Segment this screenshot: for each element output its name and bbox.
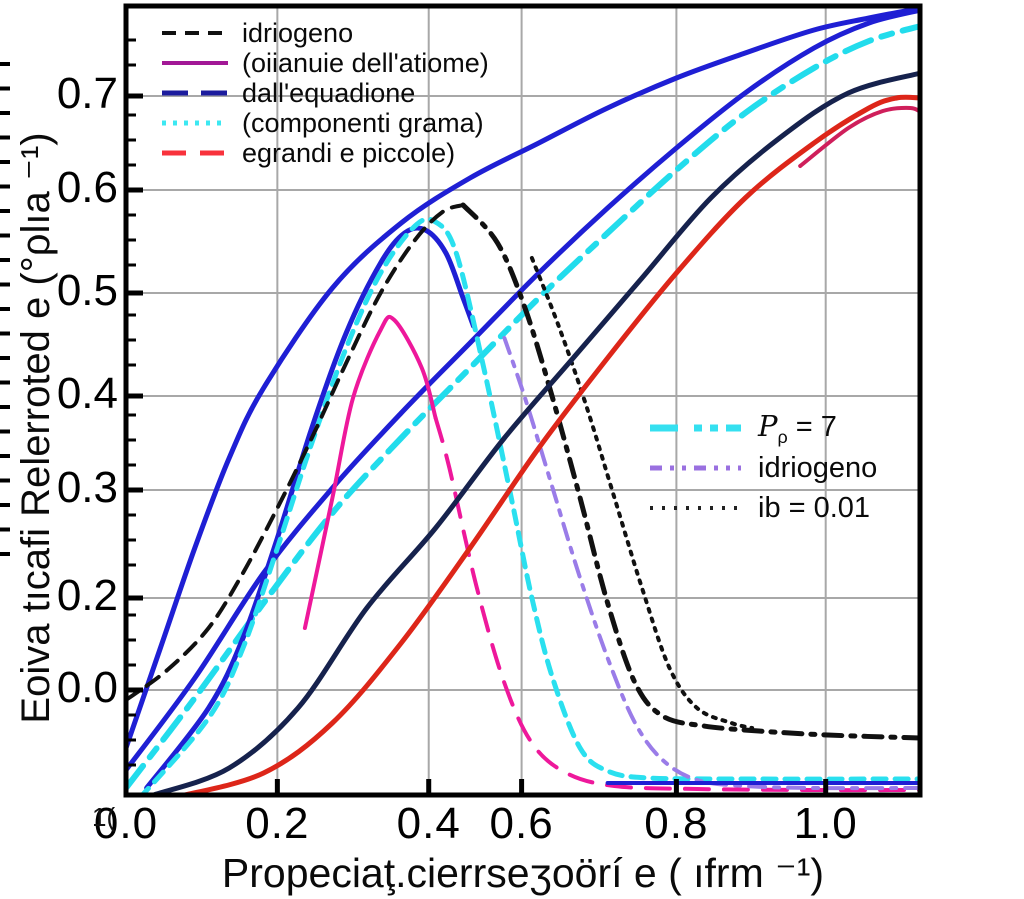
legend-item: (oiianuie dell'atiome) <box>160 48 489 78</box>
legend-item-label: ib = 0.01 <box>758 491 871 524</box>
legend-item-label: dall'equadione <box>242 77 416 108</box>
legend-top-left: idriogeno (oiianuie dell'atiome) dall'equa… <box>160 18 489 168</box>
legend-line-swatch <box>162 90 228 96</box>
y-tick-label: 0.5 <box>56 266 118 315</box>
legend-item: idriogeno <box>160 18 489 48</box>
curves <box>126 6 920 795</box>
y-tick-label: 0.7 <box>56 69 118 118</box>
x-tick-label: 0.8 <box>644 799 709 848</box>
legend-item: dall'equadione <box>160 78 489 108</box>
y-tick-label: 0.6 <box>56 163 118 212</box>
legend-item: (componenti grama) <box>160 108 489 138</box>
blue-s-upper-curve <box>126 6 920 751</box>
left-edge-artifacts <box>0 62 10 556</box>
x-axis-title: Propeciaţ.cierrseʒoörí e ( ıfrm ⁻¹) <box>221 850 825 896</box>
y-tick-label: 0.3 <box>56 463 118 512</box>
legend-item-label: (oiianuie dell'atiome) <box>242 47 489 78</box>
legend-item-label: idriogeno <box>242 17 354 48</box>
blue-bump-curve <box>144 225 476 791</box>
navy-s-curve <box>151 70 920 795</box>
x-tick-label: 1.0 <box>793 799 858 848</box>
black-finedot-fall-curve <box>529 256 755 730</box>
cyan-dashed-bell-curve <box>139 216 920 795</box>
red-s-curve <box>178 94 920 795</box>
legend-item-label: Pρ = 7 <box>758 408 837 447</box>
legend-right: Pρ = 7 idriogeno ib = 0.01 <box>648 408 877 528</box>
stray-axis-mark: 1( <box>92 802 116 832</box>
x-tick-label: 0.0 <box>93 799 159 848</box>
y-axis-title: Eoiva tıcafi Relerroted e (°ρlıa ⁻¹) <box>14 132 58 724</box>
legend-line-swatch <box>650 465 741 471</box>
legend-line-swatch <box>162 61 228 65</box>
x-tick-label: 0.6 <box>489 799 554 848</box>
legend-line-swatch <box>162 31 228 35</box>
purple-dashdot-fall-curve <box>502 336 920 791</box>
crimson-fork-curve <box>798 105 920 168</box>
legend-line-swatch <box>162 120 228 126</box>
x-tick-label: 0.2 <box>245 799 310 848</box>
black-dashdot-fall-curve <box>460 202 920 741</box>
legend-item-label: idriogeno <box>758 451 878 484</box>
y-tick-label: 0.2 <box>56 571 118 620</box>
legend-line-swatch <box>650 506 741 510</box>
legend-item: idriogeno <box>648 448 877 488</box>
tick-marks <box>123 38 829 795</box>
blue-s-lower-curve <box>126 7 920 773</box>
y-tick-label: 0.0 <box>56 663 118 712</box>
legend-item-label: egrandi e piccole) <box>242 137 456 168</box>
legend-line-swatch <box>650 424 741 432</box>
legend-item: Pρ = 7 <box>648 408 877 448</box>
legend-item: egrandi e piccole) <box>160 138 489 168</box>
legend-item-label: (componenti grama) <box>242 107 484 138</box>
magenta-bell-fall-curve <box>433 416 920 793</box>
legend-line-swatch <box>162 150 228 156</box>
y-tick-label: 0.4 <box>56 369 118 418</box>
legend-item: ib = 0.01 <box>648 488 877 528</box>
x-tick-label: 0.4 <box>396 799 461 848</box>
black-dashed-rise-curve <box>126 203 466 702</box>
magenta-bell-rise-curve <box>302 314 438 630</box>
